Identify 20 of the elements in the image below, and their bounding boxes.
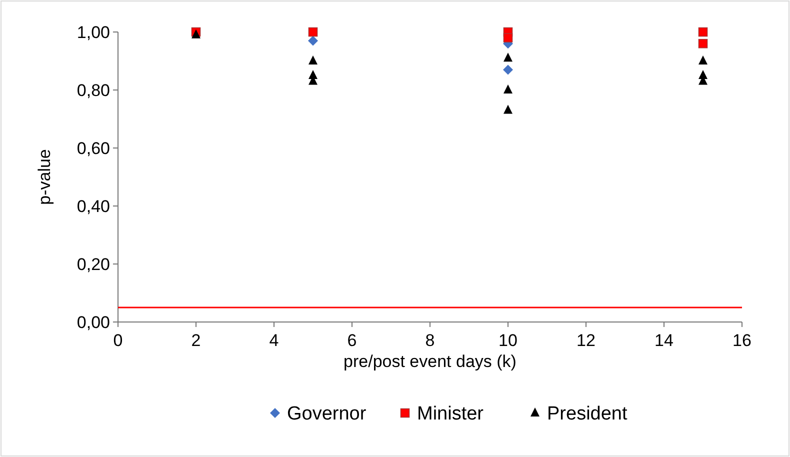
x-tick-label: 2 — [191, 331, 201, 350]
y-tick-label: 0,40 — [76, 196, 110, 216]
x-tick-label: 16 — [732, 331, 752, 350]
y-tick-label: 0,80 — [76, 80, 110, 100]
x-tick-label: 6 — [347, 331, 357, 350]
legend-label: Governor — [287, 404, 367, 425]
y-axis-title: p-value — [35, 149, 54, 205]
y-tick-label: 0,60 — [76, 138, 110, 158]
y-tick-label: 1,00 — [76, 22, 110, 42]
x-axis-title: pre/post event days (k) — [344, 352, 516, 371]
x-tick-label: 12 — [576, 331, 596, 350]
legend-label: President — [547, 404, 628, 425]
x-tick-label: 10 — [498, 331, 518, 350]
x-tick-label: 0 — [113, 331, 123, 350]
legend-label: Minister — [417, 404, 484, 425]
x-tick-label: 14 — [654, 331, 674, 350]
y-tick-label: 0,00 — [76, 312, 110, 332]
x-tick-label: 4 — [269, 331, 279, 350]
x-tick-label: 8 — [425, 331, 435, 350]
y-tick-label: 0,20 — [76, 254, 110, 274]
